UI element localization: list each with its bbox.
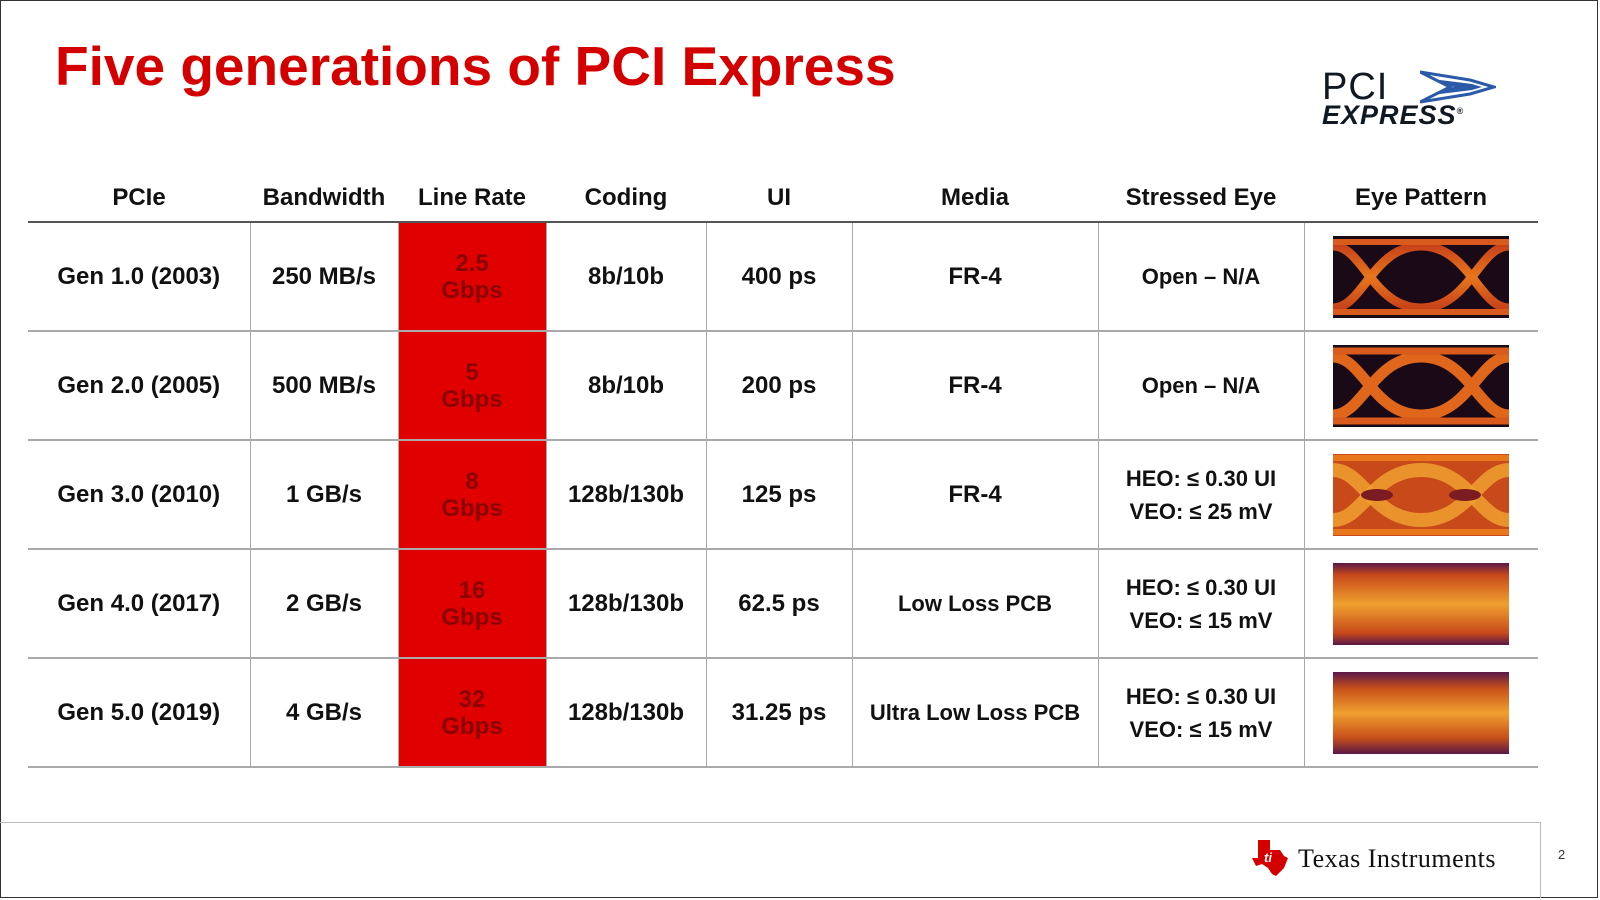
cell-stressed-eye: HEO: ≤ 0.30 UI VEO: ≤ 25 mV (1097, 440, 1304, 550)
header-line-rate: Line Rate (398, 175, 546, 223)
stressed-eye-line-2: VEO: ≤ 15 mV (1129, 716, 1273, 742)
stressed-eye-line-2: VEO: ≤ 25 mV (1129, 498, 1273, 524)
cell-media: Low Loss PCB (851, 549, 1098, 659)
rate-value: 2.5 (455, 249, 489, 277)
table-row: Gen 4.0 (2017) 2 GB/s 16 Gbps 128b/130b 6… (28, 549, 1538, 659)
rate-value: 16 (458, 576, 486, 604)
cell-eye-pattern (1303, 331, 1538, 441)
cell-gen: Gen 5.0 (2019) (28, 658, 250, 768)
cell-eye-pattern (1303, 658, 1538, 768)
eye-pattern-image (1333, 671, 1510, 754)
page-number: 2 (1558, 847, 1566, 862)
stressed-eye-line-1: HEO: ≤ 0.30 UI (1125, 465, 1277, 491)
eye-pattern-image (1333, 562, 1510, 645)
cell-bandwidth: 1 GB/s (249, 440, 398, 550)
header-media: Media (852, 175, 1098, 223)
cell-coding: 8b/10b (545, 331, 706, 441)
table-header-row: PCIe Bandwidth Line Rate Coding UI Media… (28, 175, 1538, 223)
cell-gen: Gen 3.0 (2010) (28, 440, 250, 550)
pcie-generations-table: PCIe Bandwidth Line Rate Coding UI Media… (28, 175, 1538, 768)
cell-line-rate: 32 Gbps (397, 658, 546, 768)
rate-unit: Gbps (441, 385, 503, 413)
cell-ui: 62.5 ps (705, 549, 852, 659)
pci-arrow-icon (1420, 70, 1496, 104)
cell-ui: 31.25 ps (705, 658, 852, 768)
rate-unit: Gbps (441, 603, 503, 631)
registered-mark: ® (1456, 106, 1465, 116)
header-pcie: PCIe (28, 175, 250, 223)
stressed-eye-line-1: HEO: ≤ 0.30 UI (1125, 683, 1277, 709)
cell-line-rate: 2.5 Gbps (397, 222, 546, 332)
cell-line-rate: 8 Gbps (397, 440, 546, 550)
cell-stressed-eye: HEO: ≤ 0.30 UI VEO: ≤ 15 mV (1097, 549, 1304, 659)
rate-unit: Gbps (441, 712, 503, 740)
cell-coding: 128b/130b (545, 658, 706, 768)
cell-media: Ultra Low Loss PCB (851, 658, 1098, 768)
cell-bandwidth: 500 MB/s (249, 331, 398, 441)
header-eye-pattern: Eye Pattern (1304, 175, 1538, 223)
footer-divider (1540, 822, 1541, 898)
eye-pattern-image (1333, 344, 1510, 427)
slide-title: Five generations of PCI Express (55, 35, 896, 97)
rate-value: 5 (465, 358, 479, 386)
texas-state-icon: ti (1252, 840, 1288, 876)
cell-ui: 400 ps (705, 222, 852, 332)
footer-bar (0, 822, 1540, 899)
cell-gen: Gen 1.0 (2003) (28, 222, 250, 332)
svg-text:ti: ti (1264, 850, 1272, 865)
table-row: Gen 3.0 (2010) 1 GB/s 8 Gbps 128b/130b 12… (28, 440, 1538, 550)
table-row: Gen 2.0 (2005) 500 MB/s 5 Gbps 8b/10b 200… (28, 331, 1538, 441)
rate-unit: Gbps (441, 494, 503, 522)
header-bandwidth: Bandwidth (250, 175, 398, 223)
cell-media: FR-4 (851, 440, 1098, 550)
stressed-eye-line-1: HEO: ≤ 0.30 UI (1125, 574, 1277, 600)
pci-express-logo: PCI EXPRESS® (1322, 66, 1522, 131)
cell-eye-pattern (1303, 222, 1538, 332)
company-name: Texas Instruments (1298, 844, 1497, 873)
rate-value: 32 (458, 685, 486, 713)
header-coding: Coding (546, 175, 706, 223)
stressed-eye-line-2: VEO: ≤ 15 mV (1129, 607, 1273, 633)
eye-pattern-image (1333, 453, 1510, 536)
rate-unit: Gbps (441, 276, 503, 304)
cell-ui: 125 ps (705, 440, 852, 550)
cell-line-rate: 5 Gbps (397, 331, 546, 441)
cell-coding: 8b/10b (545, 222, 706, 332)
cell-eye-pattern (1303, 549, 1538, 659)
cell-line-rate: 16 Gbps (397, 549, 546, 659)
cell-gen: Gen 2.0 (2005) (28, 331, 250, 441)
cell-stressed-eye: Open – N/A (1097, 331, 1304, 441)
stressed-eye-line-1: Open – N/A (1141, 373, 1261, 398)
cell-bandwidth: 2 GB/s (249, 549, 398, 659)
texas-instruments-logo: ti Texas Instruments (1250, 838, 1540, 882)
cell-gen: Gen 4.0 (2017) (28, 549, 250, 659)
cell-media: FR-4 (851, 331, 1098, 441)
cell-bandwidth: 250 MB/s (249, 222, 398, 332)
header-stressed-eye: Stressed Eye (1098, 175, 1304, 223)
eye-pattern-image (1333, 235, 1510, 318)
cell-stressed-eye: Open – N/A (1097, 222, 1304, 332)
express-word: EXPRESS (1322, 100, 1457, 130)
cell-ui: 200 ps (705, 331, 852, 441)
stressed-eye-line-1: Open – N/A (1141, 264, 1261, 289)
table-row: Gen 5.0 (2019) 4 GB/s 32 Gbps 128b/130b 3… (28, 658, 1538, 768)
cell-bandwidth: 4 GB/s (249, 658, 398, 768)
rate-value: 8 (465, 467, 479, 495)
table-row: Gen 1.0 (2003) 250 MB/s 2.5 Gbps 8b/10b 4… (28, 222, 1538, 332)
express-logo-text: EXPRESS® (1322, 100, 1464, 131)
header-ui: UI (706, 175, 852, 223)
cell-coding: 128b/130b (545, 549, 706, 659)
cell-stressed-eye: HEO: ≤ 0.30 UI VEO: ≤ 15 mV (1097, 658, 1304, 768)
cell-eye-pattern (1303, 440, 1538, 550)
pci-logo-text: PCI (1322, 66, 1389, 108)
cell-media: FR-4 (851, 222, 1098, 332)
cell-coding: 128b/130b (545, 440, 706, 550)
